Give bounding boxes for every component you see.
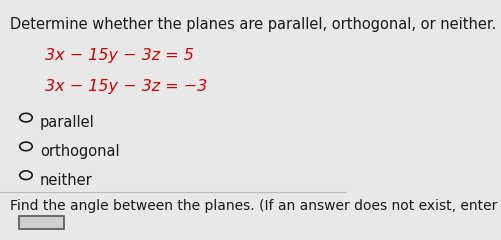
Text: neither: neither xyxy=(40,173,93,188)
FancyBboxPatch shape xyxy=(19,216,64,229)
Text: 3x − 15y − 3z = 5: 3x − 15y − 3z = 5 xyxy=(45,48,194,63)
Text: orthogonal: orthogonal xyxy=(40,144,119,159)
Text: Determine whether the planes are parallel, orthogonal, or neither.: Determine whether the planes are paralle… xyxy=(11,17,497,32)
Text: parallel: parallel xyxy=(40,115,95,130)
Text: Find the angle between the planes. (If an answer does not exist, enter DNE.): Find the angle between the planes. (If a… xyxy=(11,199,501,213)
Text: 3x − 15y − 3z = −3: 3x − 15y − 3z = −3 xyxy=(45,79,207,94)
